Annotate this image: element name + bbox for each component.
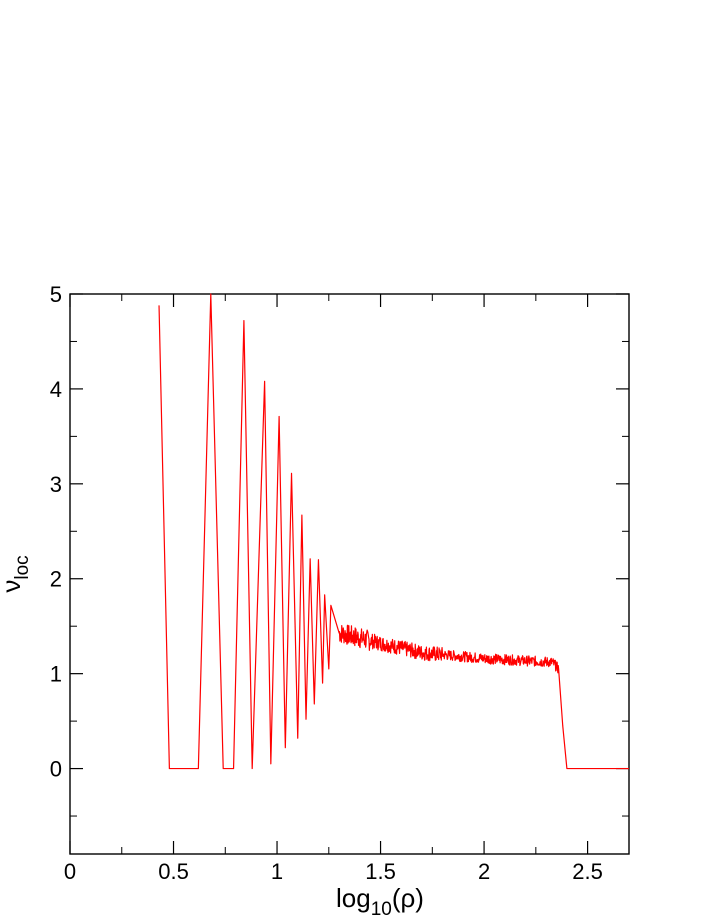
y-tick-label: 3 (50, 472, 62, 497)
y-tick-label: 5 (50, 282, 62, 307)
plot-frame (69, 293, 630, 855)
x-axis-label-tail: (ρ) (392, 883, 424, 913)
x-tick-label: 2.5 (572, 859, 603, 884)
x-tick-label: 1 (271, 859, 283, 884)
x-axis-label-sub: 10 (371, 899, 392, 920)
x-tick-label: 0 (64, 859, 76, 884)
y-axis-ticks (70, 293, 629, 817)
y-tick-label: 0 (50, 757, 62, 782)
y-axis-label: νloc (0, 555, 33, 592)
x-tick-label: 1.5 (365, 859, 396, 884)
x-axis-label-base: log (336, 883, 371, 913)
y-axis-tick-labels: 0 1 2 3 4 5 (50, 282, 62, 782)
y-tick-label: 4 (50, 377, 62, 402)
y-tick-label: 1 (50, 662, 62, 687)
x-axis-tick-labels: 0 0.5 1 1.5 2 2.5 (64, 859, 603, 884)
x-axis-ticks (69, 294, 589, 854)
series-line (158, 293, 629, 770)
x-tick-label: 0.5 (158, 859, 189, 884)
x-tick-label: 2 (478, 859, 490, 884)
x-axis-label: log10(ρ) (336, 883, 424, 920)
y-tick-label: 2 (50, 567, 62, 592)
y-axis-label-base: ν (0, 580, 26, 593)
y-axis-label-sub: loc (12, 555, 33, 579)
